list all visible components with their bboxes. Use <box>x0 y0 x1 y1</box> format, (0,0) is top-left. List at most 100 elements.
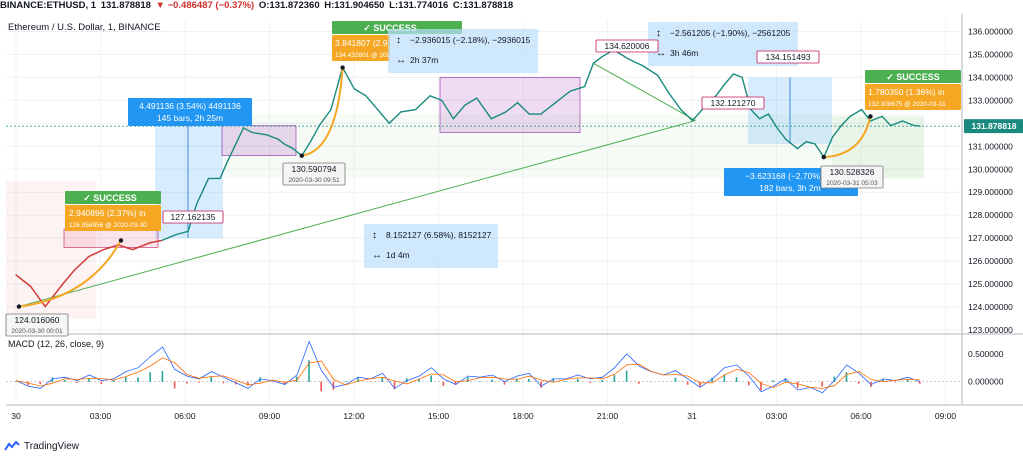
price-point <box>292 147 294 150</box>
x-tick-label: 03:00 <box>90 411 112 421</box>
price-point <box>400 111 402 113</box>
price-point <box>516 102 519 104</box>
macd-histogram-bar <box>137 377 139 382</box>
last-price-tag <box>964 119 1023 134</box>
macd-histogram-bar <box>686 381 689 385</box>
price-callout-text: 134.151493 <box>766 52 811 62</box>
macd-histogram-bar <box>796 381 799 389</box>
x-tick-label: 06:00 <box>850 411 872 421</box>
price-point <box>913 125 915 127</box>
y-tick-label: 124.000000 <box>968 302 1013 312</box>
macd-histogram-bar <box>332 381 335 390</box>
price-point <box>505 111 507 113</box>
price-point <box>642 65 644 67</box>
price-point <box>732 73 734 75</box>
price-point <box>668 92 670 95</box>
price-point <box>785 138 787 141</box>
measure-text: −2.936015 (−2.18%), −2936015 <box>410 35 531 45</box>
chart-title: Ethereum / U.S. Dollar, 1, BINANCE <box>8 22 161 33</box>
close-value: C:131.878818 <box>452 0 514 11</box>
measure-icon: ↔ <box>656 48 666 59</box>
price-series-red <box>15 239 162 308</box>
price-chart[interactable]: 136.000000 135.000000 134.000000 133.000000… <box>0 0 1023 437</box>
x-tick-label: 21:00 <box>597 411 619 421</box>
macd-histogram-bar <box>161 370 164 382</box>
macd-histogram-bar <box>576 378 579 382</box>
macd-histogram-bar <box>295 376 298 382</box>
price-point <box>759 118 761 120</box>
macd-histogram-bar <box>405 378 408 382</box>
x-tick-label: 31 <box>687 411 697 421</box>
macd-histogram-bar <box>112 380 115 382</box>
macd-histogram-bar <box>454 381 457 385</box>
signal-line <box>15 357 921 389</box>
price-point <box>796 147 799 150</box>
macd-histogram-bar <box>173 381 176 389</box>
price-point <box>196 203 198 205</box>
measure-icon: ↔ <box>372 250 382 261</box>
macd-histogram-bar <box>149 372 151 382</box>
price-point <box>365 95 367 97</box>
macd-histogram-bar <box>15 381 17 382</box>
date-callout-date: 2020-03-30 00:01 <box>11 328 63 335</box>
price-point <box>831 136 834 138</box>
macd-histogram-bar <box>430 375 432 382</box>
macd-line <box>15 340 921 394</box>
price-point <box>741 76 743 79</box>
date-callout <box>282 162 346 186</box>
price-point <box>656 74 659 76</box>
price-callout-text: 132.121270 <box>711 98 756 108</box>
price-point <box>476 97 478 99</box>
price-point <box>277 138 280 141</box>
low-value: L:131.774016 <box>389 0 449 11</box>
open-value: O:131.872360 <box>258 0 320 11</box>
x-tick-label: 09:00 <box>259 411 281 421</box>
price-point <box>219 177 221 180</box>
price-point <box>919 125 921 127</box>
success-curve <box>18 239 122 308</box>
macd-histogram-bar <box>638 381 640 384</box>
macd-histogram-bar <box>393 381 396 390</box>
price-point <box>266 134 268 136</box>
price-point <box>890 125 892 127</box>
macd-histogram-bar <box>540 381 542 388</box>
price-point <box>441 99 443 101</box>
macd-histogram-bar <box>894 381 897 383</box>
date-callout-value: 130.528326 <box>830 167 875 177</box>
macd-histogram-bar <box>919 381 921 384</box>
macd-tick-label: 0.000000 <box>968 377 1004 387</box>
tradingview-logo-icon <box>4 441 20 451</box>
success-badge <box>65 191 161 204</box>
price-point <box>849 115 851 118</box>
trendline <box>593 62 696 122</box>
x-tick-label: 12:00 <box>343 411 365 421</box>
date-callout <box>5 313 69 337</box>
measure-text: −2.561205 (−1.90%), −2561205 <box>670 28 791 38</box>
price-point <box>234 145 236 147</box>
success-info-text: 134.432601 @ 2020-03 <box>335 52 404 59</box>
macd-histogram-bar <box>674 377 677 382</box>
measure-text: 3h 46m <box>670 48 698 58</box>
success-info-text: 3.841807 (2.9 <box>335 38 388 48</box>
range-box <box>439 77 581 133</box>
macd-histogram-bar <box>711 377 713 382</box>
brand-footer[interactable]: TradingView <box>4 437 79 455</box>
macd-histogram-bar <box>27 381 29 386</box>
price-point <box>187 230 189 232</box>
macd-histogram-bar <box>772 380 775 382</box>
macd-histogram-bar <box>210 376 213 382</box>
measure-text: 182 bars, 3h 2m <box>759 183 820 193</box>
success-badge-text: ✓ SUCCESS <box>886 72 940 82</box>
macd-histogram-bar <box>344 381 347 382</box>
price-point <box>776 127 778 129</box>
price-point <box>330 108 332 111</box>
success-info-box <box>332 35 390 61</box>
success-info-box <box>865 84 961 110</box>
price-point <box>901 120 904 122</box>
pivot-point <box>299 153 304 158</box>
price-callout <box>595 39 659 53</box>
price-point <box>569 90 571 92</box>
symbol-name[interactable]: BINANCE:ETHUSD, 1 <box>0 0 97 11</box>
price-point <box>805 141 807 143</box>
macd-histogram-bar <box>283 381 286 385</box>
